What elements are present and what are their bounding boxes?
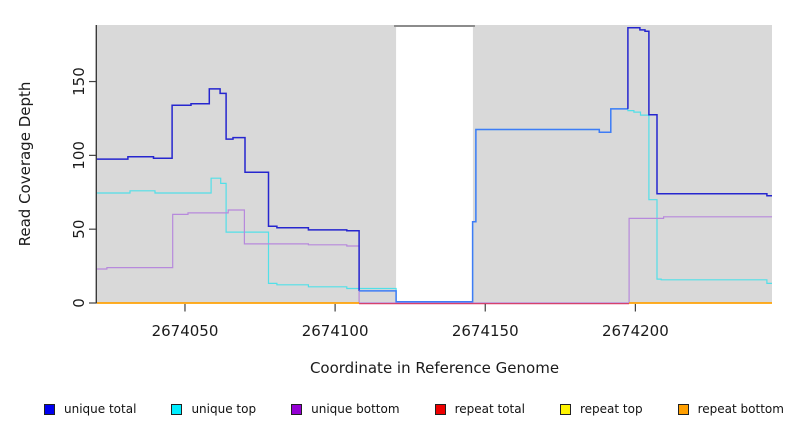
legend-label: unique top — [191, 402, 257, 416]
legend-item-unique-total: unique total — [44, 402, 136, 416]
series-unique-total-line — [627, 26, 772, 197]
legend-item-unique-top: unique top — [171, 402, 256, 416]
coverage-chart: 0 50 100 150 2674050 2674100 2674150 2674200 Rea… — [16, 25, 772, 377]
unique-bottom-swatch-icon — [291, 403, 303, 415]
repeat-bottom-swatch-icon — [677, 403, 689, 415]
y-tick-label: 50 — [70, 220, 88, 239]
x-tick-label: 2674150 — [452, 322, 519, 340]
y-tick-label: 0 — [70, 298, 88, 308]
unique-total-swatch-icon — [44, 403, 55, 415]
series-unique-total-line — [97, 88, 360, 291]
legend-item-repeat-bottom: repeat bottom — [677, 402, 784, 416]
x-tick-label: 2674100 — [302, 322, 369, 340]
x-axis-title: Coordinate in Reference Genome — [310, 359, 559, 377]
legend-label: repeat total — [454, 402, 525, 416]
legend-item-repeat-total: repeat total — [434, 402, 525, 416]
y-tick-label: 150 — [70, 67, 88, 96]
chart-legend: unique total unique top unique bottom re… — [44, 399, 784, 419]
legend-label: unique bottom — [311, 402, 400, 416]
series-unique-bottom-line — [97, 209, 772, 304]
y-tick-label: 100 — [70, 141, 88, 170]
x-tick-label: 2674050 — [152, 322, 219, 340]
unique-top-swatch-icon — [171, 403, 183, 415]
repeat-top-swatch-icon — [559, 403, 571, 415]
x-tick-label: 2674200 — [602, 322, 669, 340]
repeat-total-swatch-icon — [434, 403, 446, 415]
no-data-gap — [396, 25, 473, 303]
y-axis-title: Read Coverage Depth — [16, 82, 34, 247]
series-unique-total-line — [359, 108, 628, 303]
legend-label: repeat top — [579, 402, 643, 416]
legend-item-repeat-top: repeat top — [559, 402, 643, 416]
legend-label: unique total — [64, 402, 137, 416]
legend-label: repeat bottom — [697, 402, 784, 416]
legend-item-unique-bottom: unique bottom — [291, 402, 400, 416]
